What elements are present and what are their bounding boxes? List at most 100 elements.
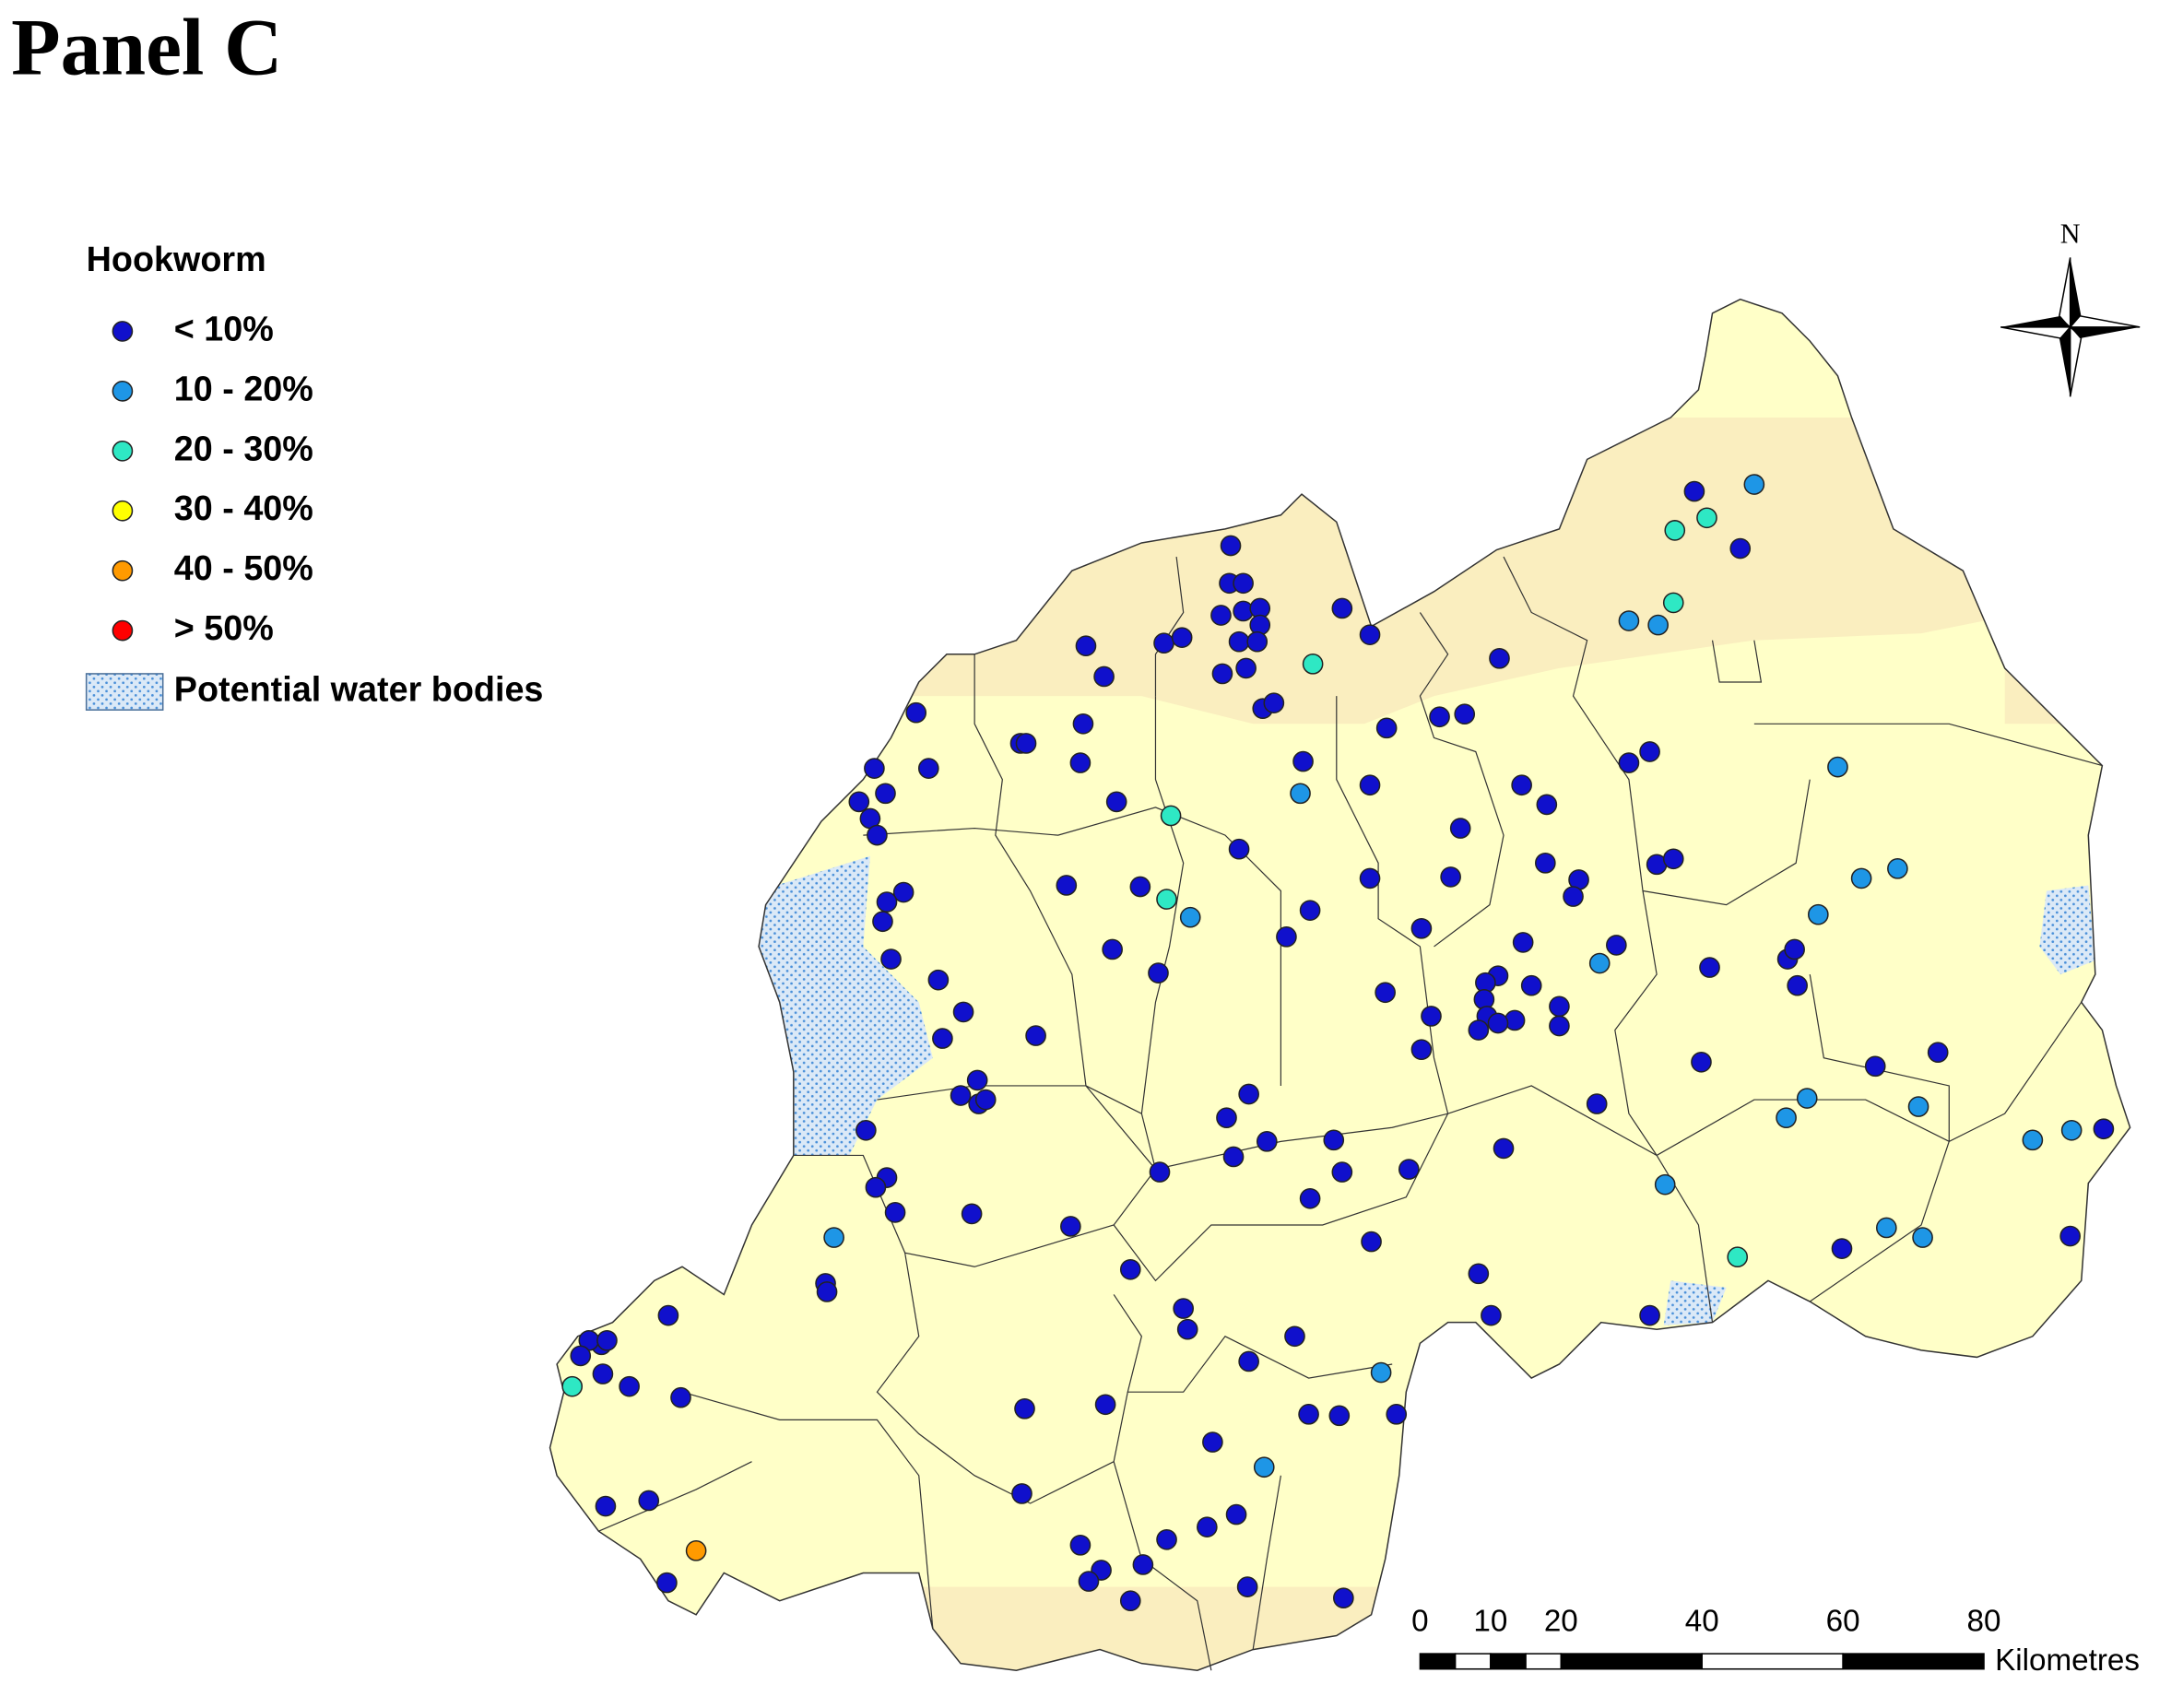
survey-site	[1454, 703, 1476, 725]
survey-site	[1149, 1161, 1171, 1183]
survey-site	[1238, 1350, 1259, 1372]
survey-site	[1586, 1093, 1608, 1114]
survey-site	[1105, 791, 1127, 813]
legend-label: 10 - 20%	[174, 369, 313, 407]
survey-site	[1075, 635, 1097, 657]
survey-site	[2060, 1119, 2083, 1141]
survey-site	[875, 783, 896, 805]
survey-site	[1236, 1576, 1258, 1597]
survey-site	[1487, 1012, 1509, 1034]
survey-site	[1359, 774, 1381, 796]
country	[549, 298, 2131, 1671]
survey-site	[1132, 1554, 1154, 1575]
survey-site	[1216, 1107, 1237, 1129]
survey-site	[1235, 657, 1257, 679]
survey-site	[1256, 1131, 1278, 1152]
survey-site	[1468, 1019, 1490, 1041]
survey-site	[1796, 1088, 1818, 1109]
survey-site	[1069, 752, 1092, 773]
survey-site	[1119, 1258, 1141, 1280]
survey-site	[656, 1572, 678, 1594]
survey-site	[561, 1375, 584, 1397]
survey-site	[1094, 1394, 1116, 1416]
survey-site	[1015, 733, 1037, 754]
survey-site	[685, 1540, 707, 1561]
survey-site	[917, 758, 939, 779]
survey-site	[1440, 866, 1461, 888]
legend-symbol	[112, 500, 134, 522]
survey-site	[1639, 1304, 1660, 1326]
survey-site	[1171, 627, 1193, 648]
survey-site	[1907, 1096, 1929, 1117]
legend-symbol	[112, 440, 134, 462]
survey-site	[1662, 592, 1684, 614]
survey-site	[856, 1119, 877, 1141]
survey-site	[570, 1345, 592, 1367]
survey-site	[1119, 1590, 1141, 1612]
legend-label: 30 - 40%	[174, 489, 313, 527]
survey-site	[1253, 1456, 1275, 1478]
survey-site	[950, 1085, 972, 1106]
survey-site	[905, 701, 927, 724]
survey-site	[1210, 605, 1232, 626]
survey-site	[1331, 1161, 1353, 1183]
survey-site	[974, 1089, 997, 1111]
survey-site	[1481, 1304, 1502, 1326]
legend-label: 20 - 30%	[174, 429, 313, 467]
survey-site	[1014, 1397, 1035, 1419]
survey-site	[1093, 666, 1115, 688]
survey-site	[1222, 1146, 1245, 1168]
survey-site	[1639, 741, 1660, 762]
survey-site	[1060, 1216, 1081, 1237]
survey-site	[1148, 962, 1169, 984]
survey-site	[848, 791, 870, 813]
survey-site	[1153, 632, 1174, 654]
survey-site	[2022, 1129, 2044, 1151]
scale-segment	[1560, 1653, 1703, 1670]
survey-site	[1211, 663, 1233, 685]
legend-label: > 50%	[174, 608, 274, 647]
survey-site	[1699, 957, 1720, 978]
survey-site	[1025, 1025, 1046, 1046]
survey-site	[1827, 756, 1848, 778]
survey-site	[1299, 900, 1321, 921]
legend-symbol	[112, 321, 134, 342]
survey-site	[670, 1386, 691, 1408]
survey-site	[638, 1490, 660, 1512]
survey-site	[1361, 1231, 1382, 1253]
survey-site	[1328, 1405, 1351, 1427]
north-arrow: N	[2000, 218, 2141, 397]
survey-site	[1197, 1516, 1218, 1538]
survey-site	[1776, 1107, 1797, 1129]
survey-site	[1696, 507, 1717, 529]
survey-site	[961, 1203, 983, 1225]
survey-site	[952, 1001, 974, 1023]
survey-site	[1912, 1227, 1933, 1248]
survey-site	[1520, 974, 1542, 996]
survey-site	[1398, 1159, 1420, 1180]
survey-site	[2059, 1225, 2081, 1247]
survey-site	[966, 1069, 988, 1091]
survey-site	[1156, 1528, 1177, 1550]
legend-symbol	[112, 381, 134, 402]
survey-site	[1647, 614, 1669, 636]
survey-site	[932, 1028, 953, 1049]
survey-site	[1072, 713, 1094, 735]
survey-sites	[561, 474, 2115, 1612]
survey-site	[1511, 774, 1532, 796]
survey-site	[1129, 876, 1151, 898]
survey-site	[2093, 1118, 2115, 1140]
survey-site	[1078, 1571, 1100, 1592]
survey-site	[1202, 1431, 1223, 1453]
legend-water-label: Potential water bodies	[174, 670, 544, 709]
scale-tick-label: 20	[1544, 1605, 1578, 1639]
survey-site	[1664, 520, 1686, 541]
scale-tick-label: 80	[1967, 1605, 2001, 1639]
survey-site	[865, 1176, 887, 1198]
scale-segment	[1454, 1653, 1492, 1670]
survey-site	[1536, 794, 1558, 816]
survey-site	[1375, 982, 1396, 1004]
survey-site	[1743, 474, 1765, 495]
survey-site	[864, 758, 885, 779]
legend-symbol	[112, 560, 134, 582]
